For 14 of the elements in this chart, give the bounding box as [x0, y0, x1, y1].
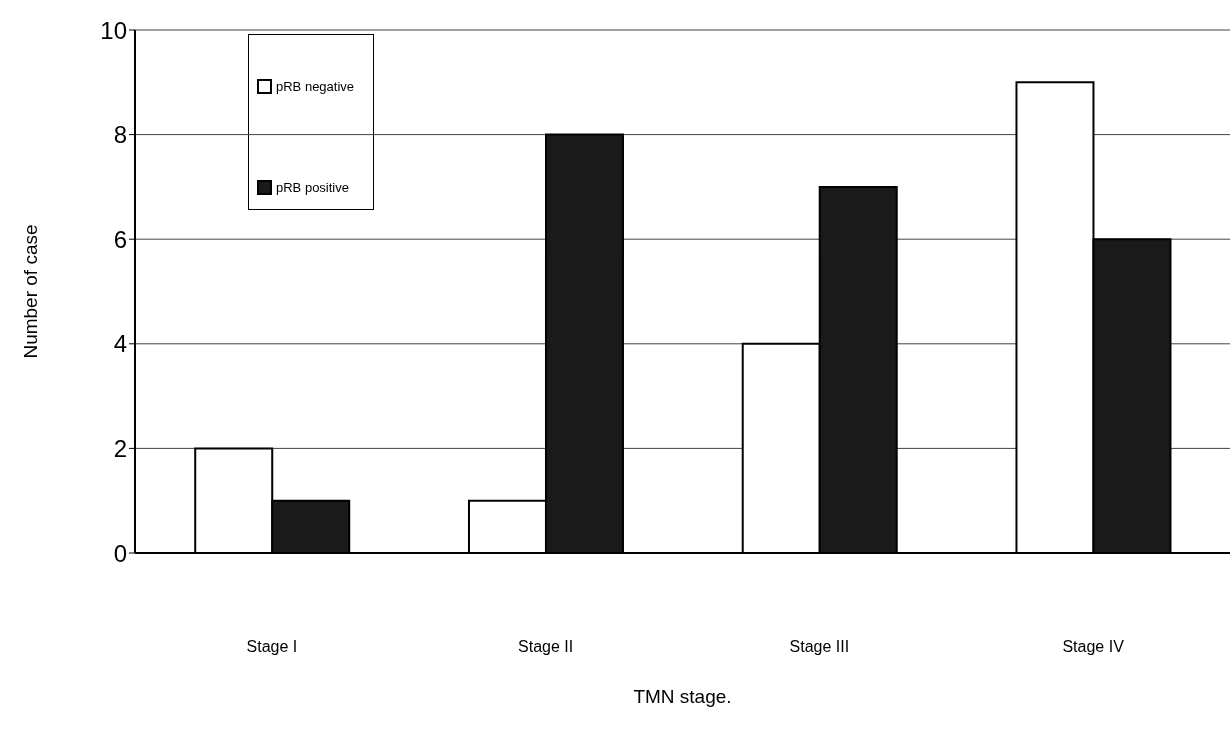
legend-label: pRB positive	[276, 180, 349, 195]
x-tick-label: Stage III	[789, 638, 850, 656]
y-tick-label: 2	[113, 434, 127, 462]
legend-label: pRB negative	[276, 79, 355, 94]
x-axis-title: TMN stage.	[633, 686, 732, 707]
y-tick-label: 6	[113, 225, 127, 253]
y-tick-label: 4	[113, 330, 127, 358]
x-tick-label: Stage I	[246, 638, 298, 656]
y-axis-title: Number of case	[19, 224, 41, 359]
x-tick-label: Stage IV	[1062, 638, 1125, 656]
y-tick-label: 8	[113, 121, 127, 149]
x-tick-label: Stage II	[518, 638, 574, 656]
y-tick-label: 10	[100, 16, 127, 44]
y-tick-label: 0	[113, 539, 127, 567]
